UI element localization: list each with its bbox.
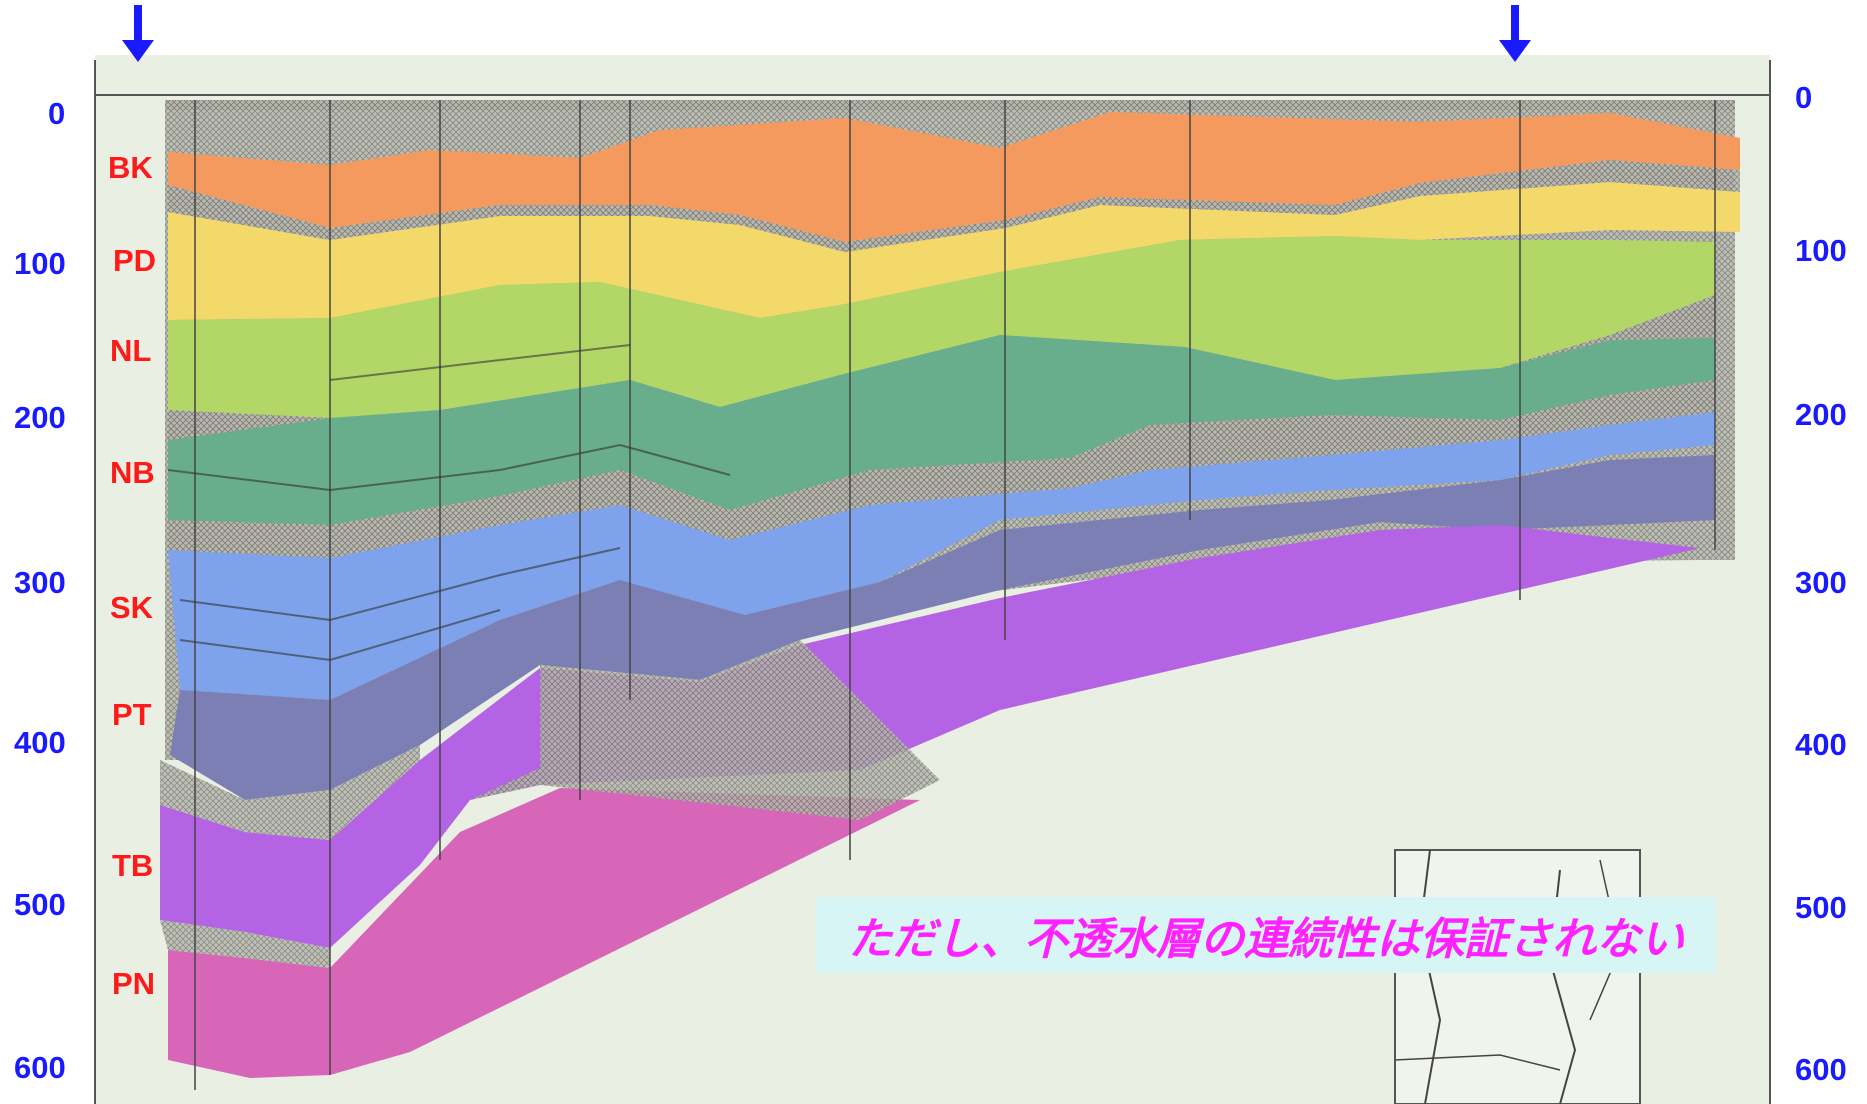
left-depth-tick: 500 <box>14 887 66 922</box>
borehole-lines <box>194 100 1716 1090</box>
borehole-arrow-left <box>122 5 154 62</box>
layer-pt <box>170 455 1715 800</box>
layer-pn <box>168 788 920 1078</box>
clay-separators <box>160 160 1740 968</box>
unit-label-sk: SK <box>110 590 154 625</box>
layer-tb <box>160 525 1700 948</box>
layer-nl <box>168 236 1715 418</box>
strata-lines <box>167 344 731 662</box>
left-depth-tick: 200 <box>14 400 66 435</box>
layer-nb <box>168 335 1715 525</box>
location-map-inset <box>1394 849 1641 1104</box>
caveat-note-text: ただし、不透水層の連続性は保証されない <box>848 914 1684 965</box>
left-depth-tick: 400 <box>14 725 66 760</box>
unit-label-nb: NB <box>110 455 155 490</box>
unit-label-pn: PN <box>112 966 156 1001</box>
layer-pd <box>168 182 1740 320</box>
unit-label-pt: PT <box>112 697 152 732</box>
layer-bk <box>168 112 1740 242</box>
unit-label-bk: BK <box>108 150 153 185</box>
clay-background-band <box>165 100 1735 110</box>
right-depth-tick: 400 <box>1795 727 1847 762</box>
right-depth-tick: 200 <box>1795 397 1847 432</box>
right-depth-tick: 500 <box>1795 890 1847 925</box>
caveat-note-box: ただし、不透水層の連続性は保証されない <box>816 897 1716 973</box>
unit-label-tb: TB <box>112 848 154 883</box>
left-depth-tick: 100 <box>14 246 66 281</box>
borehole-arrow-right <box>1499 5 1531 62</box>
layer-sk <box>168 412 1715 700</box>
left-depth-tick: 600 <box>14 1050 66 1085</box>
left-depth-tick: 0 <box>48 96 66 131</box>
unit-label-nl: NL <box>110 333 152 368</box>
right-depth-tick: 600 <box>1795 1052 1847 1087</box>
right-depth-tick: 100 <box>1795 233 1847 268</box>
left-depth-tick: 300 <box>14 565 66 600</box>
right-depth-tick: 300 <box>1795 565 1847 600</box>
right-depth-tick: 0 <box>1795 80 1813 115</box>
unit-label-pd: PD <box>113 243 157 278</box>
